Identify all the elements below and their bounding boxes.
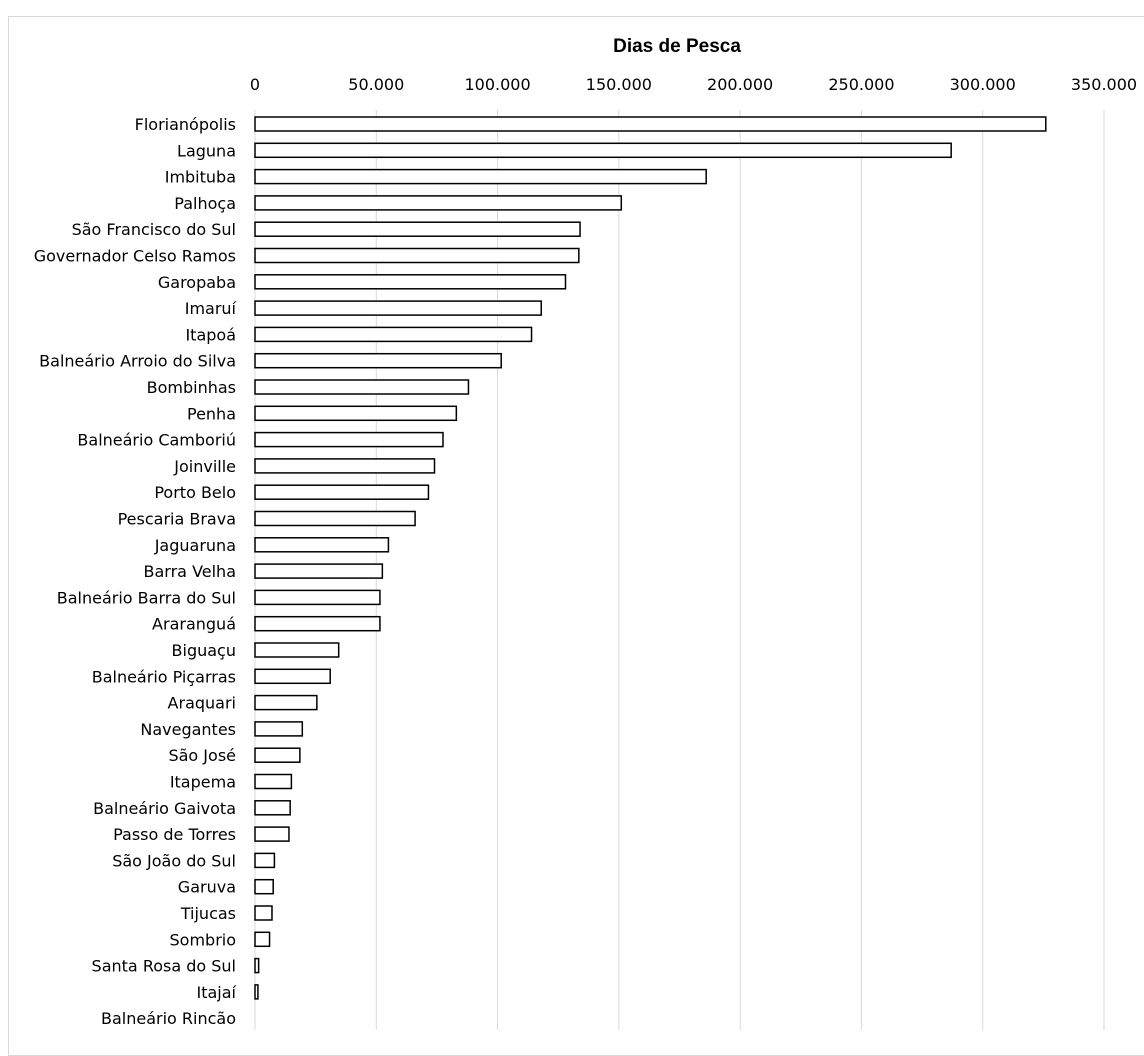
category-label: Penha [187, 404, 236, 423]
bar [254, 300, 542, 316]
x-tick-label: 250.000 [828, 75, 894, 94]
category-label: Balneário Arroio do Silva [39, 352, 236, 371]
category-label: Tijucas [180, 904, 236, 923]
category-label: Balneário Gaivota [93, 799, 236, 818]
bar [254, 931, 271, 948]
bar [254, 431, 444, 448]
bar [254, 247, 580, 264]
bar [254, 195, 623, 211]
x-axis-ticks: 0 50.000 100.000 150.000 200.000 250.000 300.0… [250, 75, 1137, 94]
bar [254, 642, 340, 658]
bar [254, 168, 707, 185]
bar [254, 800, 291, 816]
category-label: Araquari [168, 694, 236, 713]
category-label: Laguna [177, 141, 236, 160]
category-label: Balneário Rincão [101, 1009, 236, 1028]
bar [254, 326, 533, 343]
category-label: Passo de Torres [113, 825, 236, 844]
category-label: Balneário Piçarras [92, 667, 236, 686]
category-label: Governador Celso Ramos [34, 247, 236, 266]
bar [254, 905, 273, 921]
x-tick-label: 100.000 [464, 75, 530, 94]
category-label: São José [168, 746, 236, 765]
bar [254, 721, 304, 737]
x-tick-label: 50.000 [348, 75, 404, 94]
bar [254, 537, 390, 553]
category-label: Santa Rosa do Sul [92, 957, 236, 976]
chart-frame [8, 16, 1144, 1056]
bars [254, 116, 1047, 1000]
x-tick-label: 350.000 [1071, 75, 1137, 94]
category-label: Florianópolis [135, 115, 236, 134]
bar [254, 405, 458, 422]
bar [254, 352, 502, 369]
category-label: Araranguá [152, 615, 236, 634]
category-label: Itapema [170, 773, 236, 792]
category-label: Imbituba [165, 168, 236, 187]
category-label: Garopaba [158, 273, 236, 292]
bar [254, 563, 384, 579]
category-label: Itapoá [185, 325, 236, 344]
category-label: Jaguaruna [154, 536, 236, 555]
category-labels: Florianópolis Laguna Imbituba Palhoça São Fr… [34, 115, 237, 1028]
category-label: São João do Sul [112, 851, 236, 870]
category-label: Biguaçu [172, 641, 236, 660]
bar [254, 142, 952, 159]
bar [254, 221, 581, 237]
category-label: Imaruí [185, 299, 237, 318]
category-label: Garuva [178, 878, 236, 897]
x-tick-label: 150.000 [586, 75, 652, 94]
category-label: Balneário Camboriú [77, 431, 236, 450]
category-label: Barra Velha [144, 562, 236, 581]
x-tick-label: 0 [250, 75, 260, 94]
category-label: Balneário Barra do Sul [57, 588, 236, 607]
bar [254, 615, 381, 632]
bar [254, 957, 260, 974]
category-label: Navegantes [140, 720, 236, 739]
chart-title: Dias de Pesca [613, 36, 741, 57]
bar [254, 694, 318, 711]
category-label: Palhoça [174, 194, 236, 213]
category-label: Itajaí [197, 983, 237, 1002]
category-label: Bombinhas [147, 378, 236, 397]
category-label: Pescaria Brava [118, 510, 236, 529]
category-label: Sombrio [170, 930, 237, 949]
bar [254, 878, 274, 895]
bar [254, 852, 276, 869]
bar [254, 484, 430, 500]
category-label: Porto Belo [154, 483, 236, 502]
bar [254, 274, 567, 290]
bar [254, 668, 331, 685]
x-tick-label: 300.000 [950, 75, 1016, 94]
bar [254, 589, 381, 606]
bar [254, 773, 293, 790]
bar [254, 747, 301, 763]
bar [254, 458, 436, 474]
bar [254, 826, 290, 842]
bar [254, 984, 259, 1000]
x-tick-label: 200.000 [707, 75, 773, 94]
category-label: Joinville [173, 457, 236, 476]
bar [254, 379, 470, 395]
category-label: São Francisco do Sul [72, 220, 236, 239]
bar [254, 116, 1047, 132]
bar [254, 510, 416, 527]
